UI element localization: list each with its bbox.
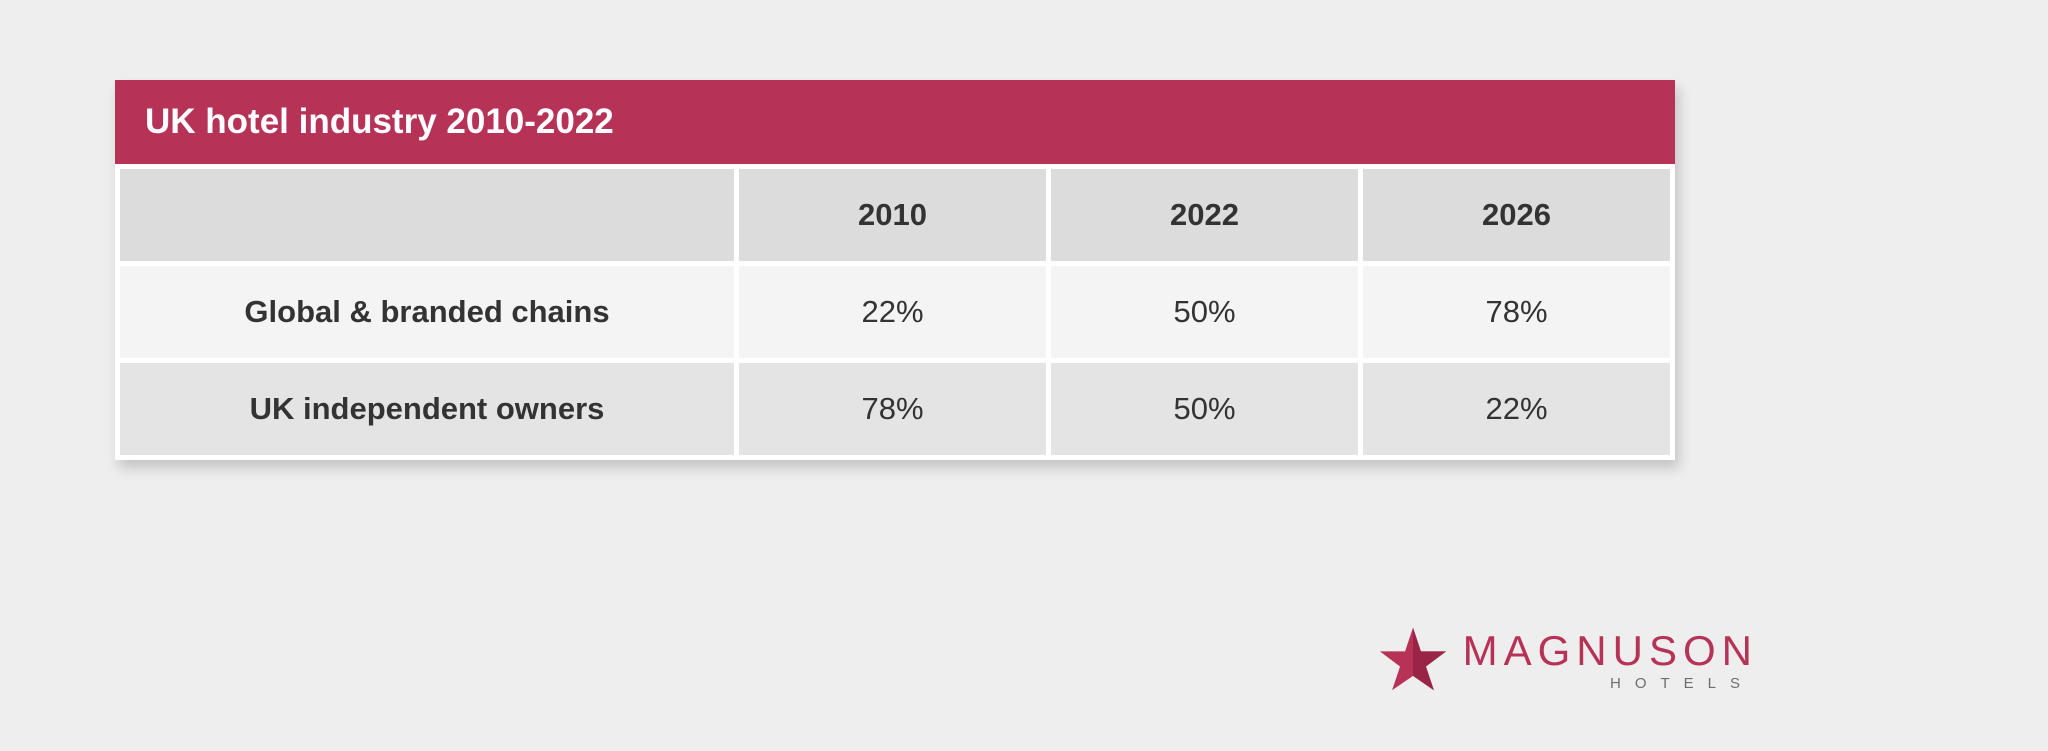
logo-main: MAGNUSON xyxy=(1463,630,1758,672)
header-year: 2026 xyxy=(1363,169,1670,261)
header-year: 2010 xyxy=(739,169,1046,261)
brand-logo: MAGNUSON HOTELS xyxy=(1377,624,1758,696)
header-year: 2022 xyxy=(1051,169,1358,261)
star-icon xyxy=(1377,624,1449,696)
table-row: Global & branded chains 22% 50% 78% xyxy=(120,266,1670,358)
data-cell: 22% xyxy=(1363,363,1670,455)
row-label: UK independent owners xyxy=(120,363,734,455)
row-label: Global & branded chains xyxy=(120,266,734,358)
data-cell: 22% xyxy=(739,266,1046,358)
table-title: UK hotel industry 2010-2022 xyxy=(115,80,1675,164)
header-blank xyxy=(120,169,734,261)
logo-sub: HOTELS xyxy=(1610,676,1754,691)
table-row: UK independent owners 78% 50% 22% xyxy=(120,363,1670,455)
table-header-row: 2010 2022 2026 xyxy=(120,169,1670,261)
data-cell: 50% xyxy=(1051,363,1358,455)
data-cell: 78% xyxy=(1363,266,1670,358)
industry-table: UK hotel industry 2010-2022 2010 2022 20… xyxy=(115,80,1675,460)
data-cell: 78% xyxy=(739,363,1046,455)
logo-text: MAGNUSON HOTELS xyxy=(1463,630,1758,691)
data-table: 2010 2022 2026 Global & branded chains 2… xyxy=(115,164,1675,460)
data-cell: 50% xyxy=(1051,266,1358,358)
